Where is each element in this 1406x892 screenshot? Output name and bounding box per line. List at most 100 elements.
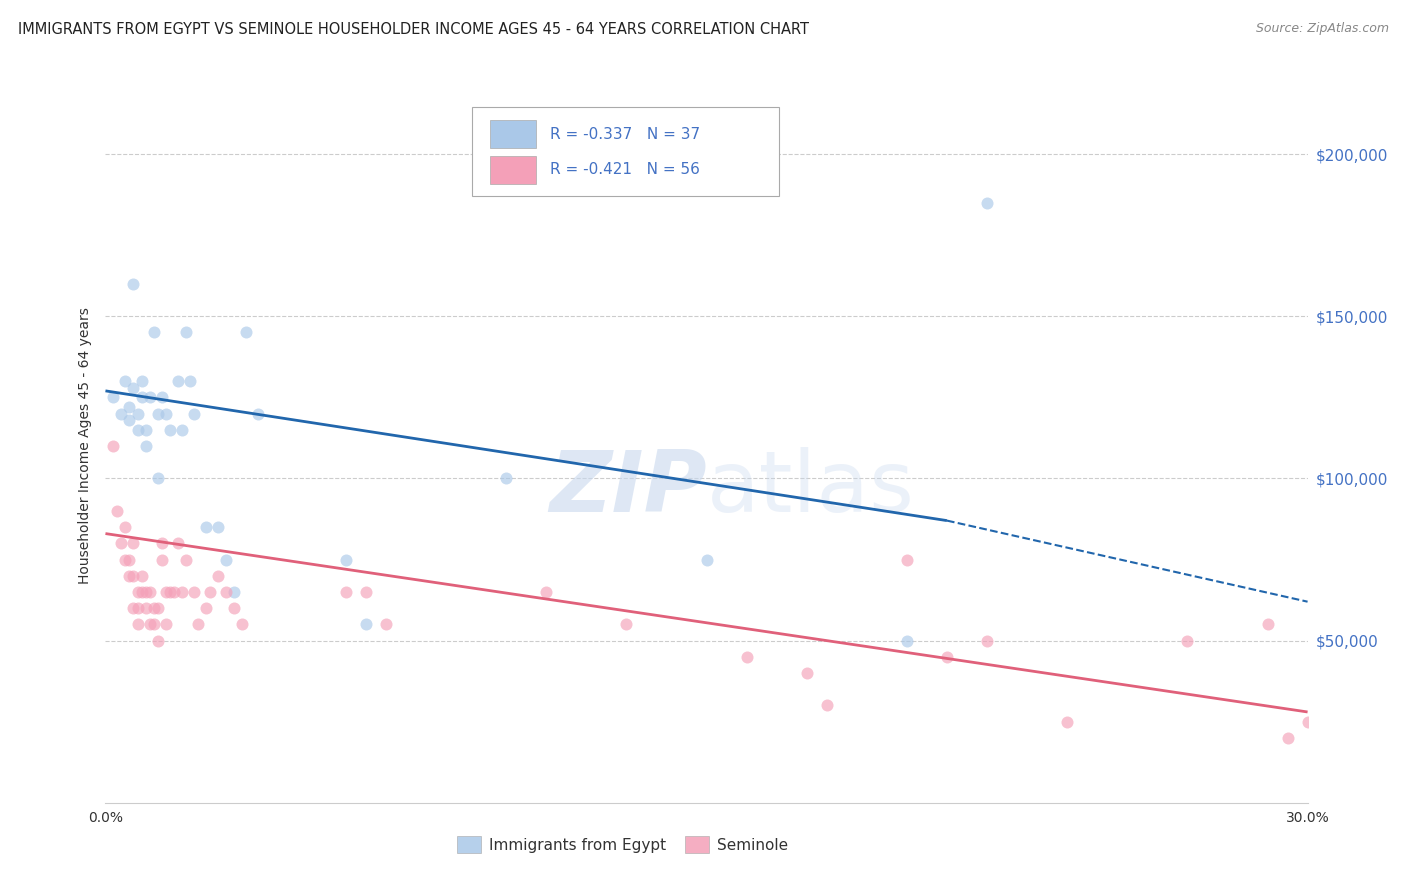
Point <box>1277 731 1299 745</box>
Point <box>159 585 181 599</box>
Y-axis label: Householder Income Ages 45 - 64 years: Householder Income Ages 45 - 64 years <box>79 308 93 584</box>
Point <box>155 617 177 632</box>
Point <box>162 585 184 599</box>
Point <box>150 552 173 566</box>
Text: ZIP: ZIP <box>548 447 707 531</box>
Point <box>127 617 149 632</box>
Point <box>122 277 145 291</box>
Point <box>159 423 181 437</box>
Point <box>1257 617 1279 632</box>
Point <box>335 552 357 566</box>
Point <box>118 552 141 566</box>
Point <box>796 666 818 681</box>
Point <box>222 585 245 599</box>
Point <box>214 552 236 566</box>
Point <box>166 374 188 388</box>
Point <box>183 407 205 421</box>
Point <box>122 536 145 550</box>
Point <box>696 552 718 566</box>
Point <box>146 601 169 615</box>
Point <box>735 649 758 664</box>
Point <box>194 520 217 534</box>
Point <box>131 390 153 404</box>
Point <box>110 407 132 421</box>
Point <box>374 617 398 632</box>
Point <box>146 633 169 648</box>
Point <box>114 552 136 566</box>
Point <box>146 407 169 421</box>
Point <box>131 374 153 388</box>
Point <box>936 649 959 664</box>
Point <box>155 407 177 421</box>
Point <box>170 423 193 437</box>
Point <box>127 423 149 437</box>
Point <box>110 536 132 550</box>
Point <box>131 585 153 599</box>
Point <box>138 390 160 404</box>
Point <box>122 381 145 395</box>
Point <box>1177 633 1199 648</box>
FancyBboxPatch shape <box>472 107 779 196</box>
Point <box>118 568 141 582</box>
Point <box>127 585 149 599</box>
Point <box>118 400 141 414</box>
Point <box>354 585 377 599</box>
Point <box>174 552 197 566</box>
Point <box>183 585 205 599</box>
Point <box>135 585 157 599</box>
Point <box>976 195 998 210</box>
Point <box>198 585 221 599</box>
Point <box>138 585 160 599</box>
Point <box>187 617 209 632</box>
Text: IMMIGRANTS FROM EGYPT VS SEMINOLE HOUSEHOLDER INCOME AGES 45 - 64 YEARS CORRELAT: IMMIGRANTS FROM EGYPT VS SEMINOLE HOUSEH… <box>18 22 810 37</box>
Point <box>142 617 165 632</box>
Point <box>142 326 165 340</box>
Point <box>107 504 129 518</box>
Point <box>246 407 269 421</box>
Point <box>231 617 253 632</box>
Point <box>976 633 998 648</box>
Point <box>194 601 217 615</box>
Text: R = -0.337   N = 37: R = -0.337 N = 37 <box>550 127 700 142</box>
Point <box>135 423 157 437</box>
Point <box>815 698 838 713</box>
Point <box>1056 714 1078 729</box>
Point <box>207 520 229 534</box>
Point <box>118 413 141 427</box>
Point <box>170 585 193 599</box>
Point <box>222 601 245 615</box>
Point <box>1296 714 1319 729</box>
Point <box>207 568 229 582</box>
FancyBboxPatch shape <box>491 120 536 148</box>
Point <box>131 568 153 582</box>
Point <box>495 471 517 485</box>
Point <box>174 326 197 340</box>
Point <box>896 633 918 648</box>
Point <box>122 568 145 582</box>
Point <box>354 617 377 632</box>
FancyBboxPatch shape <box>491 155 536 184</box>
Point <box>214 585 236 599</box>
Point <box>235 326 257 340</box>
Point <box>114 520 136 534</box>
Point <box>166 536 188 550</box>
Point <box>122 601 145 615</box>
Point <box>150 536 173 550</box>
Point <box>142 601 165 615</box>
Point <box>534 585 557 599</box>
Point <box>135 439 157 453</box>
Text: Source: ZipAtlas.com: Source: ZipAtlas.com <box>1256 22 1389 36</box>
Point <box>114 374 136 388</box>
Point <box>179 374 201 388</box>
Point <box>135 601 157 615</box>
Point <box>335 585 357 599</box>
Point <box>127 407 149 421</box>
Point <box>146 471 169 485</box>
Point <box>138 617 160 632</box>
Point <box>150 390 173 404</box>
Point <box>103 439 125 453</box>
Point <box>103 390 125 404</box>
Text: atlas: atlas <box>707 447 914 531</box>
Point <box>896 552 918 566</box>
Point <box>616 617 638 632</box>
